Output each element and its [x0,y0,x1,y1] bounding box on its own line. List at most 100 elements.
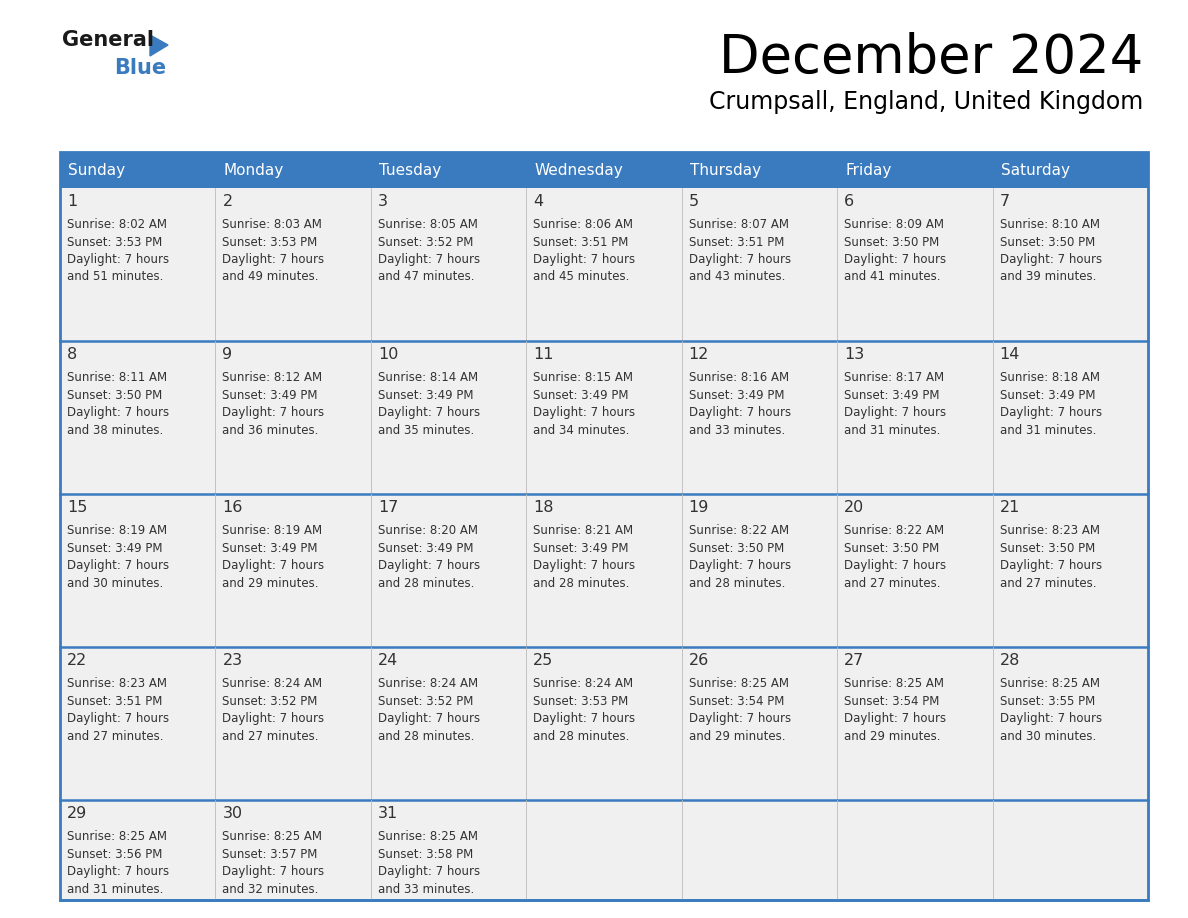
Text: and 29 minutes.: and 29 minutes. [845,730,941,743]
Bar [61,152,1148,900]
Bar [682,341,838,494]
Text: 21: 21 [999,500,1020,515]
Text: Sunset: 3:49 PM: Sunset: 3:49 PM [67,542,163,554]
Text: Sunset: 3:50 PM: Sunset: 3:50 PM [845,542,940,554]
Text: and 27 minutes.: and 27 minutes. [222,730,318,743]
Bar [526,494,682,647]
Text: Sunrise: 8:12 AM: Sunrise: 8:12 AM [222,371,323,384]
Text: 31: 31 [378,807,398,822]
Text: Sunrise: 8:25 AM: Sunrise: 8:25 AM [222,831,322,844]
Text: Sunset: 3:50 PM: Sunset: 3:50 PM [999,236,1095,249]
Text: Sunrise: 8:22 AM: Sunrise: 8:22 AM [845,524,944,537]
Text: and 34 minutes.: and 34 minutes. [533,423,630,437]
Text: 3: 3 [378,194,387,209]
Text: 5: 5 [689,194,699,209]
Text: and 28 minutes.: and 28 minutes. [378,730,474,743]
Text: Daylight: 7 hours: Daylight: 7 hours [533,253,636,266]
Text: Sunset: 3:58 PM: Sunset: 3:58 PM [378,848,473,861]
Text: and 28 minutes.: and 28 minutes. [533,577,630,589]
Text: Sunset: 3:52 PM: Sunset: 3:52 PM [378,236,473,249]
Text: Sunrise: 8:09 AM: Sunrise: 8:09 AM [845,218,944,231]
Text: Sunset: 3:54 PM: Sunset: 3:54 PM [689,695,784,708]
Text: Sunrise: 8:10 AM: Sunrise: 8:10 AM [999,218,1100,231]
Text: Sunrise: 8:25 AM: Sunrise: 8:25 AM [689,677,789,690]
Text: Crumpsall, England, United Kingdom: Crumpsall, England, United Kingdom [709,90,1143,114]
Text: and 30 minutes.: and 30 minutes. [67,577,163,589]
Text: and 28 minutes.: and 28 minutes. [378,577,474,589]
Text: 17: 17 [378,500,398,515]
Text: Daylight: 7 hours: Daylight: 7 hours [845,559,947,572]
Bar [992,188,1148,341]
Text: Daylight: 7 hours: Daylight: 7 hours [689,406,791,420]
Text: Sunrise: 8:19 AM: Sunrise: 8:19 AM [222,524,323,537]
Text: Sunset: 3:50 PM: Sunset: 3:50 PM [67,388,163,401]
Text: 4: 4 [533,194,543,209]
Text: Sunset: 3:52 PM: Sunset: 3:52 PM [222,695,318,708]
Text: 15: 15 [67,500,88,515]
Text: 20: 20 [845,500,865,515]
Text: 30: 30 [222,807,242,822]
Text: Daylight: 7 hours: Daylight: 7 hours [999,253,1101,266]
Text: Sunday: Sunday [68,162,125,177]
Bar [371,188,526,341]
Text: Sunset: 3:49 PM: Sunset: 3:49 PM [999,388,1095,401]
Text: Sunset: 3:51 PM: Sunset: 3:51 PM [689,236,784,249]
Text: Daylight: 7 hours: Daylight: 7 hours [845,406,947,420]
Text: and 33 minutes.: and 33 minutes. [689,423,785,437]
Text: 24: 24 [378,654,398,668]
Text: Daylight: 7 hours: Daylight: 7 hours [999,559,1101,572]
Text: Sunrise: 8:18 AM: Sunrise: 8:18 AM [999,371,1100,384]
Text: Sunrise: 8:24 AM: Sunrise: 8:24 AM [378,677,478,690]
Text: and 27 minutes.: and 27 minutes. [845,577,941,589]
Text: and 30 minutes.: and 30 minutes. [999,730,1095,743]
Text: 27: 27 [845,654,865,668]
Text: Sunset: 3:49 PM: Sunset: 3:49 PM [689,388,784,401]
Text: Sunrise: 8:25 AM: Sunrise: 8:25 AM [999,677,1100,690]
Text: and 31 minutes.: and 31 minutes. [845,423,941,437]
Text: Sunrise: 8:11 AM: Sunrise: 8:11 AM [67,371,168,384]
Text: Daylight: 7 hours: Daylight: 7 hours [67,406,169,420]
Text: and 39 minutes.: and 39 minutes. [999,271,1097,284]
Text: Daylight: 7 hours: Daylight: 7 hours [999,406,1101,420]
Bar [371,341,526,494]
Text: Daylight: 7 hours: Daylight: 7 hours [222,712,324,725]
Text: Daylight: 7 hours: Daylight: 7 hours [67,253,169,266]
Text: General: General [62,30,154,50]
Text: and 31 minutes.: and 31 minutes. [999,423,1097,437]
Text: 11: 11 [533,347,554,362]
Text: Sunrise: 8:06 AM: Sunrise: 8:06 AM [533,218,633,231]
Text: Daylight: 7 hours: Daylight: 7 hours [222,253,324,266]
Text: Daylight: 7 hours: Daylight: 7 hours [689,559,791,572]
Text: 23: 23 [222,654,242,668]
Text: and 28 minutes.: and 28 minutes. [533,730,630,743]
Bar [526,800,682,900]
Bar [992,152,1148,188]
Text: and 38 minutes.: and 38 minutes. [67,423,163,437]
Bar [215,188,371,341]
Text: Sunset: 3:57 PM: Sunset: 3:57 PM [222,848,318,861]
Bar [215,647,371,800]
Bar [215,341,371,494]
Text: 29: 29 [67,807,87,822]
Text: Sunset: 3:53 PM: Sunset: 3:53 PM [222,236,317,249]
Text: 26: 26 [689,654,709,668]
Bar [992,341,1148,494]
Text: and 31 minutes.: and 31 minutes. [67,883,164,896]
Text: and 36 minutes.: and 36 minutes. [222,423,318,437]
Text: Daylight: 7 hours: Daylight: 7 hours [222,559,324,572]
Text: and 43 minutes.: and 43 minutes. [689,271,785,284]
Text: Tuesday: Tuesday [379,162,441,177]
Text: Sunrise: 8:25 AM: Sunrise: 8:25 AM [845,677,944,690]
Text: 16: 16 [222,500,242,515]
Text: Daylight: 7 hours: Daylight: 7 hours [67,866,169,879]
Text: Sunrise: 8:02 AM: Sunrise: 8:02 AM [67,218,168,231]
Text: Sunset: 3:50 PM: Sunset: 3:50 PM [689,542,784,554]
Text: Daylight: 7 hours: Daylight: 7 hours [67,559,169,572]
Bar [215,800,371,900]
Text: Sunset: 3:54 PM: Sunset: 3:54 PM [845,695,940,708]
Bar [61,188,215,341]
Bar [371,647,526,800]
Text: Daylight: 7 hours: Daylight: 7 hours [845,712,947,725]
Text: Sunrise: 8:14 AM: Sunrise: 8:14 AM [378,371,478,384]
Text: Sunrise: 8:22 AM: Sunrise: 8:22 AM [689,524,789,537]
